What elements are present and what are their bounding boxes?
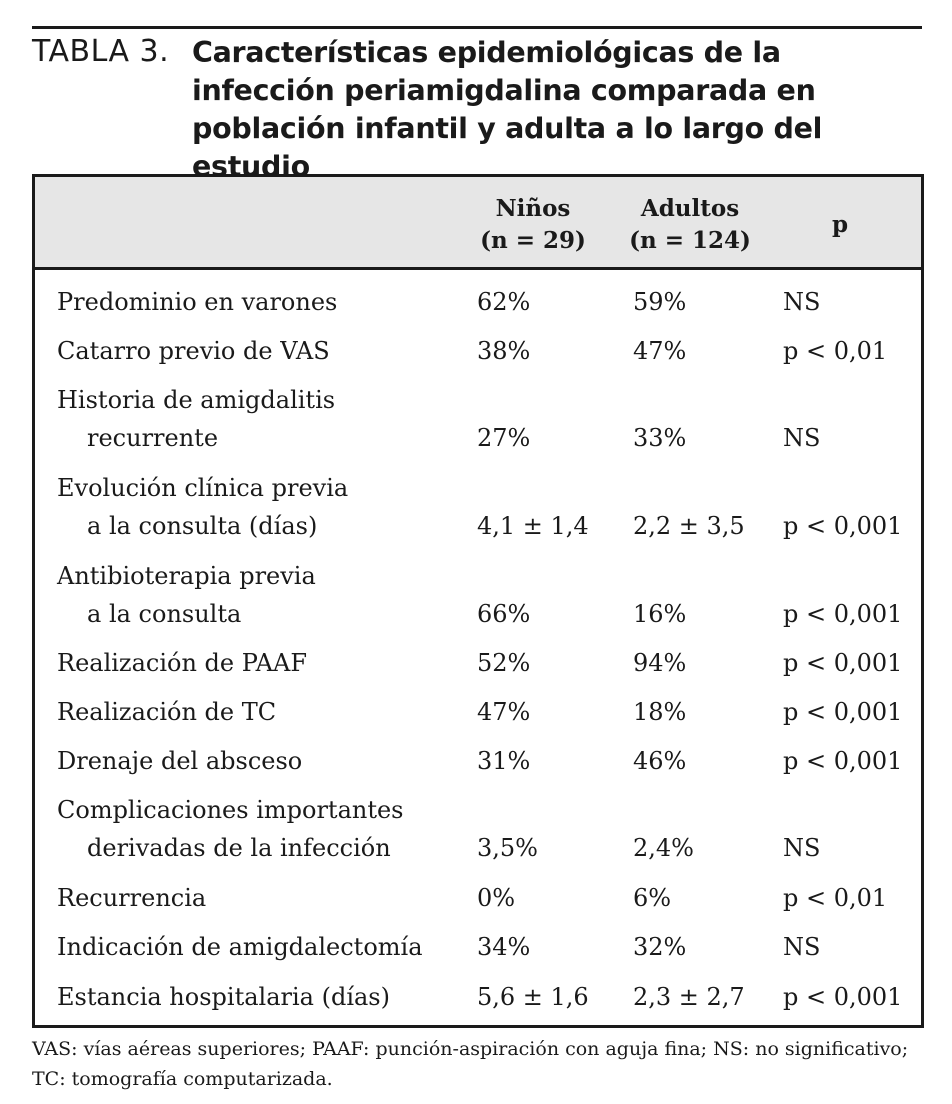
cell-p: NS — [783, 288, 821, 316]
row-label-line2: derivadas de la infección — [87, 834, 391, 862]
cell-ninos: 47% — [477, 698, 531, 726]
data-table: Niños (n = 29) Adultos (n = 124) p Predo… — [32, 174, 924, 1028]
row-label: Historia de amigdalitis recurrente — [57, 381, 335, 457]
row-label: Realización de TC — [57, 698, 277, 726]
cell-ninos: 31% — [477, 747, 531, 775]
row-label: Antibioterapia previa a la consulta — [57, 557, 316, 633]
cell-ninos: 4,1 ± 1,4 — [477, 512, 589, 540]
table-footnote: VAS: vías aéreas superiores; PAAF: punci… — [32, 1038, 909, 1090]
header-ninos: Niños (n = 29) — [473, 193, 593, 257]
row-label-line2: recurrente — [87, 424, 219, 452]
header-p: p — [831, 211, 849, 238]
table-header: Niños (n = 29) Adultos (n = 124) p — [35, 177, 921, 270]
cell-p: NS — [783, 424, 821, 452]
cell-ninos: 3,5% — [477, 834, 538, 862]
header-adultos-n: (n = 124) — [629, 227, 751, 254]
row-label: Indicación de amigdalectomía — [57, 933, 423, 961]
cell-adultos: 47% — [633, 337, 687, 365]
cell-p: p < 0,001 — [783, 698, 903, 726]
row-label: Drenaje del absceso — [57, 747, 303, 775]
row-label: Predominio en varones — [57, 288, 338, 316]
row-label: Recurrencia — [57, 884, 207, 912]
row-label-line2: a la consulta — [87, 600, 242, 628]
row-label: Catarro previo de VAS — [57, 337, 330, 365]
cell-p: p < 0,001 — [783, 983, 903, 1011]
cell-p: p < 0,001 — [783, 600, 903, 628]
row-label: Realización de PAAF — [57, 649, 307, 677]
cell-adultos: 2,2 ± 3,5 — [633, 512, 745, 540]
cell-adultos: 6% — [633, 884, 672, 912]
table-number: TABLA 3. — [32, 34, 170, 69]
row-label: Complicaciones importantes derivadas de … — [57, 791, 404, 867]
cell-p: p < 0,01 — [783, 337, 888, 365]
cell-adultos: 18% — [633, 698, 687, 726]
cell-p: p < 0,001 — [783, 747, 903, 775]
cell-ninos: 62% — [477, 288, 531, 316]
cell-ninos: 38% — [477, 337, 531, 365]
cell-adultos: 2,4% — [633, 834, 694, 862]
header-adultos-label: Adultos — [640, 195, 740, 222]
cell-ninos: 34% — [477, 933, 531, 961]
row-label-line1: Antibioterapia previa — [57, 562, 316, 590]
cell-p: p < 0,001 — [783, 649, 903, 677]
row-label: Evolución clínica previa a la consulta (… — [57, 469, 348, 545]
cell-ninos: 0% — [477, 884, 516, 912]
row-label-line1: Historia de amigdalitis — [57, 386, 336, 414]
table-title: Características epidemiológicas de la in… — [192, 36, 823, 183]
header-adultos: Adultos (n = 124) — [625, 193, 755, 257]
row-label-line2: a la consulta (días) — [87, 512, 318, 540]
cell-p: NS — [783, 933, 821, 961]
cell-ninos: 5,6 ± 1,6 — [477, 983, 589, 1011]
header-ninos-n: (n = 29) — [480, 227, 586, 254]
cell-ninos: 27% — [477, 424, 531, 452]
cell-adultos: 16% — [633, 600, 687, 628]
top-rule — [32, 26, 922, 29]
cell-p: p < 0,001 — [783, 512, 903, 540]
cell-adultos: 59% — [633, 288, 687, 316]
cell-adultos: 46% — [633, 747, 687, 775]
row-label: Estancia hospitalaria (días) — [57, 983, 390, 1011]
cell-adultos: 2,3 ± 2,7 — [633, 983, 745, 1011]
cell-ninos: 52% — [477, 649, 531, 677]
cell-adultos: 32% — [633, 933, 687, 961]
cell-p: NS — [783, 834, 821, 862]
row-label-line1: Evolución clínica previa — [57, 474, 349, 502]
cell-p: p < 0,01 — [783, 884, 888, 912]
cell-ninos: 66% — [477, 600, 531, 628]
cell-adultos: 94% — [633, 649, 687, 677]
row-label-line1: Complicaciones importantes — [57, 796, 404, 824]
cell-adultos: 33% — [633, 424, 687, 452]
header-ninos-label: Niños — [495, 195, 571, 222]
